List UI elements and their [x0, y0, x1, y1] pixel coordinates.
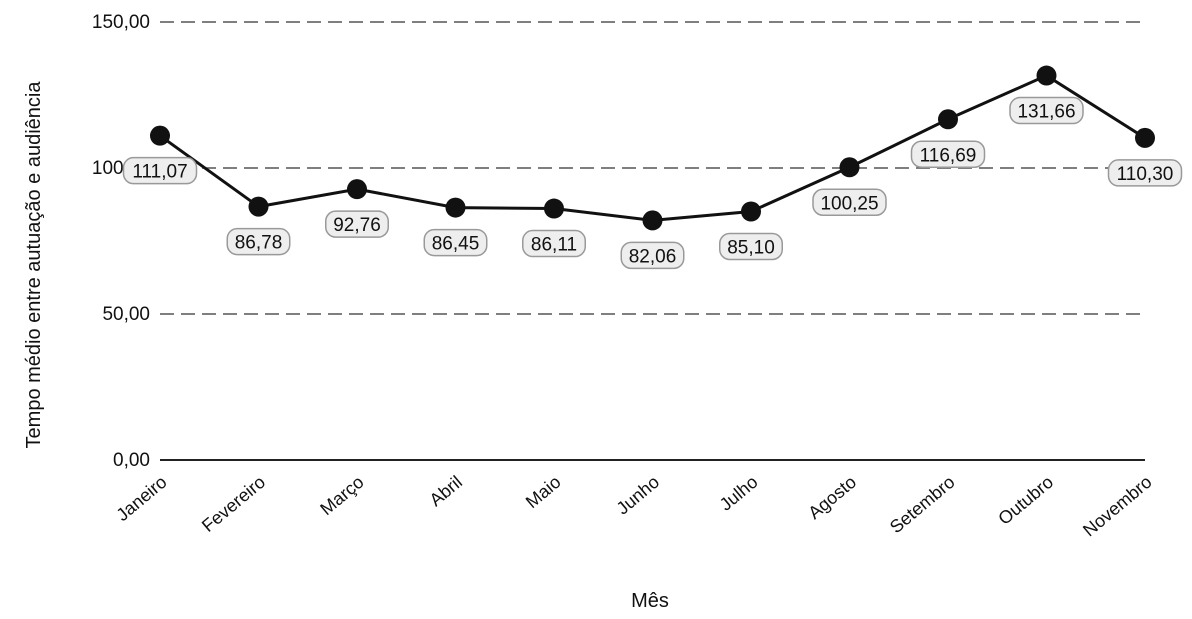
y-tick-label: 0,00 — [113, 450, 150, 471]
x-tick-label: Outubro — [994, 472, 1057, 529]
data-label-box — [910, 140, 986, 169]
data-label-box — [1107, 159, 1183, 187]
label-layer: 111,07 86,78 92,76 86,45 86,11 82,06 85,10 100,… — [122, 96, 1183, 270]
series-line — [159, 73, 1146, 222]
x-tick-label: Julho — [716, 472, 762, 515]
x-tick-label: Setembro — [886, 472, 959, 537]
data-label: 110,30 — [1117, 164, 1174, 185]
x-tick-label: Fevereiro — [198, 472, 269, 536]
data-point — [1036, 65, 1057, 86]
data-label: 86,45 — [432, 234, 480, 255]
data-point — [1135, 127, 1155, 148]
data-label-box — [620, 241, 685, 270]
x-tick-label: Novembro — [1079, 472, 1155, 541]
data-label: 82,06 — [629, 246, 677, 267]
data-label-box — [423, 228, 488, 257]
data-label-box — [812, 188, 887, 217]
x-tick-label: Março — [316, 472, 367, 519]
x-tick-label: Junho — [613, 472, 663, 519]
data-point — [248, 196, 269, 217]
data-label-box — [122, 156, 198, 185]
y-tick-label: 150,00 — [92, 12, 150, 33]
x-tick-label: Maio — [522, 472, 565, 512]
data-label-box — [226, 227, 291, 256]
data-label-box — [1009, 96, 1084, 125]
data-label: 111,07 — [132, 162, 187, 183]
data-point — [445, 197, 466, 218]
data-label-box — [719, 232, 783, 261]
y-tick-label: 50,00 — [102, 304, 150, 325]
data-label: 92,76 — [333, 215, 381, 236]
data-label: 86,11 — [531, 235, 577, 256]
x-tick-label: Abril — [426, 472, 466, 510]
data-point — [938, 109, 958, 130]
x-tick-label: Agosto — [804, 472, 860, 523]
data-label-box — [522, 229, 586, 258]
data-point — [839, 157, 860, 178]
data-label: 86,78 — [235, 233, 283, 254]
data-point — [347, 179, 367, 200]
data-label: 131,66 — [1017, 102, 1075, 123]
data-label: 85,10 — [727, 238, 775, 259]
x-axis-title: Mês — [631, 590, 669, 612]
y-axis-title: Tempo médio entre autuação e audiência — [23, 81, 45, 449]
x-tick-label: Janeiro — [112, 472, 170, 525]
data-label: 116,69 — [920, 145, 977, 166]
data-point — [150, 125, 170, 146]
data-point — [741, 201, 761, 222]
series-layer — [150, 65, 1155, 231]
data-label-box — [325, 210, 389, 238]
data-point — [544, 198, 564, 219]
grid-layer — [160, 21, 1145, 315]
data-label: 100,25 — [820, 193, 878, 214]
data-point — [642, 210, 663, 231]
